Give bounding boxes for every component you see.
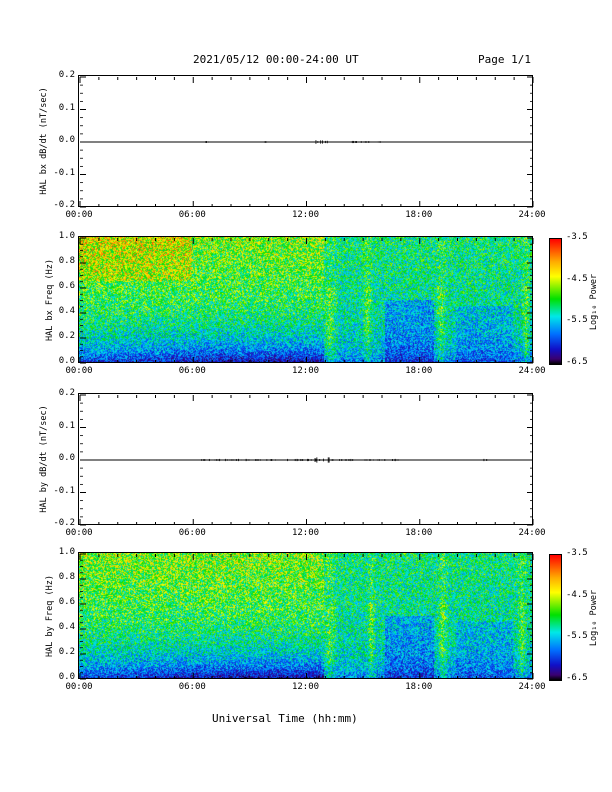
colorbar-tick-label: -6.5 bbox=[566, 357, 588, 367]
y-tick-label: 0.2 bbox=[58, 331, 75, 341]
y-tick-label: 0.6 bbox=[58, 281, 75, 291]
y-tick-label: -0.2 bbox=[53, 200, 75, 210]
by-dbdt-panel bbox=[78, 393, 534, 526]
y-tick-label: 1.0 bbox=[58, 547, 75, 557]
x-tick-label: 12:00 bbox=[291, 528, 320, 538]
x-tick-label: 18:00 bbox=[405, 210, 433, 220]
x-tick-label: 00:00 bbox=[65, 210, 93, 220]
by-colorbar-label: Log₁₀ Power bbox=[589, 589, 599, 647]
x-tick-label: 00:00 bbox=[65, 366, 93, 376]
x-tick-label: 24:00 bbox=[518, 682, 546, 692]
y-tick-label: -0.2 bbox=[53, 518, 75, 528]
by-freq-ylabel: HAL by Freq (Hz) bbox=[45, 575, 55, 657]
colorbar-tick-label: -6.5 bbox=[566, 673, 588, 683]
x-tick-label: 24:00 bbox=[518, 210, 546, 220]
x-tick-label: 06:00 bbox=[178, 210, 206, 220]
y-tick-label: 0.6 bbox=[58, 597, 75, 607]
y-tick-label: 0.4 bbox=[58, 306, 75, 316]
bx-spectrogram-ticks bbox=[79, 237, 534, 364]
y-tick-label: 1.0 bbox=[58, 231, 75, 241]
by-spectrogram-panel bbox=[78, 552, 534, 680]
bx-colorbar-label: Log₁₀ Power bbox=[589, 273, 599, 331]
x-tick-label: 00:00 bbox=[65, 682, 93, 692]
bx-spectrogram-panel bbox=[78, 236, 534, 364]
bx-dbdt-panel bbox=[78, 75, 534, 208]
y-tick-label: 0.2 bbox=[58, 647, 75, 657]
y-tick-label: 0.8 bbox=[58, 256, 75, 266]
x-tick-label: 12:00 bbox=[291, 210, 320, 220]
x-axis-label: Universal Time (hh:mm) bbox=[212, 712, 358, 725]
x-tick-label: 18:00 bbox=[405, 366, 433, 376]
y-tick-label: 0.1 bbox=[58, 420, 75, 431]
x-tick-label: 06:00 bbox=[178, 528, 206, 538]
x-tick-label: 00:00 bbox=[65, 528, 93, 538]
by-spectrogram bbox=[79, 553, 532, 678]
y-tick-label: 0.4 bbox=[58, 622, 75, 632]
colorbar-tick-label: -3.5 bbox=[566, 548, 588, 558]
bx-dbdt-plot bbox=[79, 76, 534, 208]
by-colorbar bbox=[549, 554, 562, 681]
y-tick-label: 0.2 bbox=[58, 70, 75, 80]
colorbar-tick-label: -5.5 bbox=[566, 631, 588, 642]
x-tick-label: 12:00 bbox=[291, 366, 320, 376]
colorbar-tick-label: -4.5 bbox=[566, 273, 588, 284]
x-tick-label: 24:00 bbox=[518, 366, 546, 376]
y-tick-label: 0.0 bbox=[58, 672, 75, 682]
x-tick-label: 06:00 bbox=[178, 366, 206, 376]
y-tick-label: -0.1 bbox=[53, 167, 75, 178]
x-tick-label: 18:00 bbox=[405, 682, 433, 692]
bx-freq-ylabel: HAL bx Freq (Hz) bbox=[45, 259, 55, 341]
y-tick-label: 0.8 bbox=[58, 572, 75, 582]
colorbar-tick-label: -3.5 bbox=[566, 232, 588, 242]
by-dbdt-plot bbox=[79, 394, 534, 526]
plot-title: 2021/05/12 00:00-24:00 UT bbox=[193, 53, 359, 66]
y-tick-label: -0.1 bbox=[53, 485, 75, 496]
x-tick-label: 24:00 bbox=[518, 528, 546, 538]
y-tick-label: 0.0 bbox=[58, 453, 75, 463]
page-indicator: Page 1/1 bbox=[478, 53, 531, 66]
y-tick-label: 0.2 bbox=[58, 388, 75, 398]
x-tick-label: 18:00 bbox=[405, 528, 433, 538]
colorbar-tick-label: -5.5 bbox=[566, 315, 588, 326]
colorbar-tick-label: -4.5 bbox=[566, 589, 588, 600]
bx-colorbar bbox=[549, 238, 562, 365]
bx-spectrogram bbox=[79, 237, 532, 362]
by-spectrogram-ticks bbox=[79, 553, 534, 680]
y-tick-label: 0.0 bbox=[58, 356, 75, 366]
y-tick-label: 0.1 bbox=[58, 102, 75, 113]
y-tick-label: 0.0 bbox=[58, 135, 75, 145]
x-tick-label: 06:00 bbox=[178, 682, 206, 692]
x-tick-label: 12:00 bbox=[291, 682, 320, 692]
